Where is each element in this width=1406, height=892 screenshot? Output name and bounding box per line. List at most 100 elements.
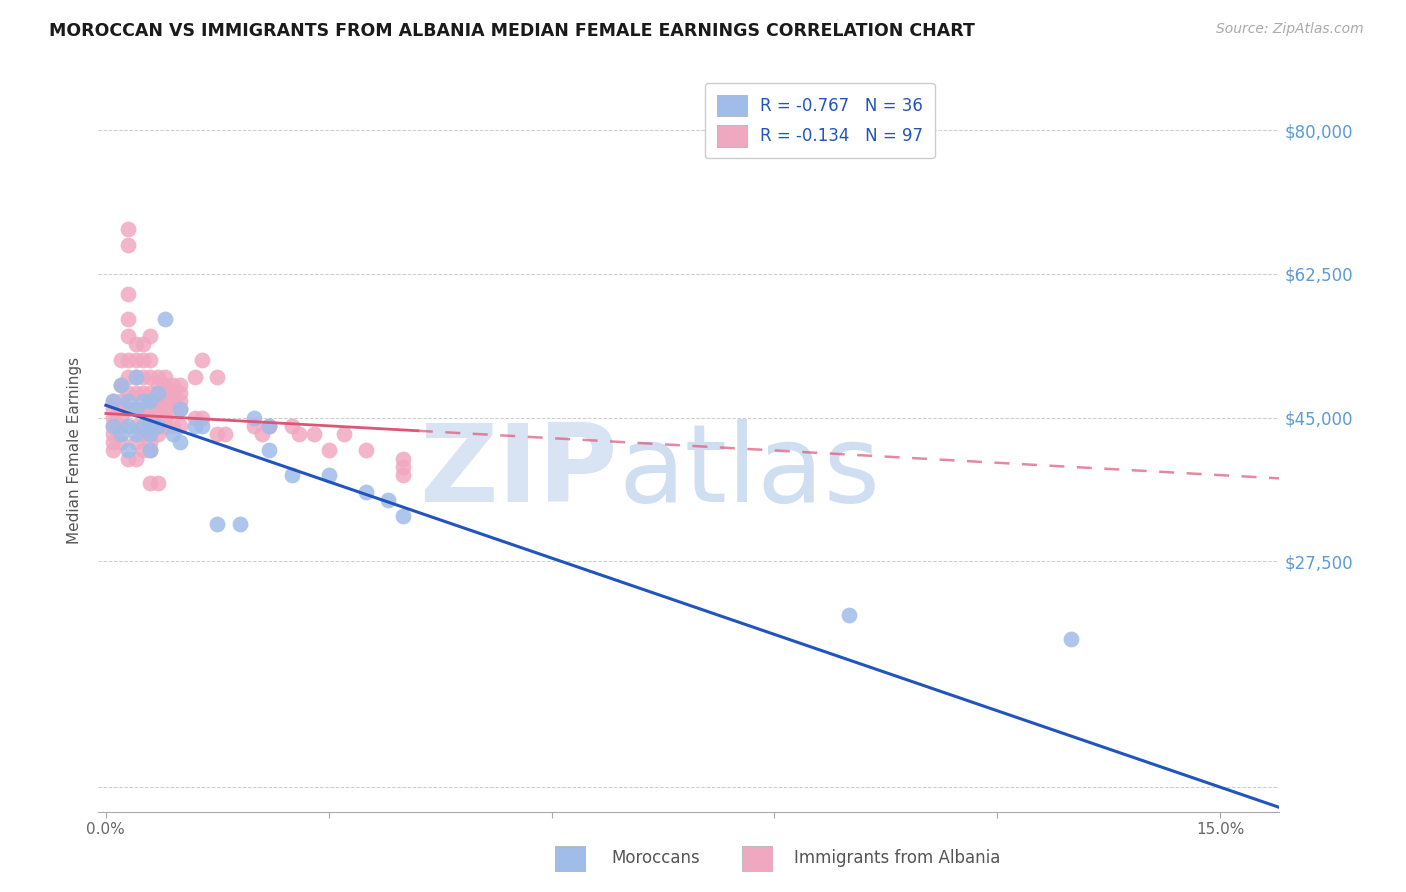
Point (124, 427, 146, 442)
Point (146, 394, 169, 409)
Point (139, 443, 162, 458)
Legend: R = -0.767   N = 36, R = -0.134   N = 97: R = -0.767 N = 36, R = -0.134 N = 97 (704, 83, 935, 159)
Point (124, 353, 146, 368)
Point (139, 427, 162, 442)
Point (110, 377, 132, 392)
Point (332, 427, 354, 442)
Point (280, 418, 302, 433)
Point (124, 386, 146, 401)
Point (110, 402, 132, 417)
Point (103, 394, 125, 409)
Point (155, 410, 177, 425)
Point (146, 418, 169, 433)
Point (191, 418, 214, 433)
Point (124, 451, 146, 466)
Point (259, 418, 281, 433)
Text: MOROCCAN VS IMMIGRANTS FROM ALBANIA MEDIAN FEMALE EARNINGS CORRELATION CHART: MOROCCAN VS IMMIGRANTS FROM ALBANIA MEDI… (49, 22, 976, 40)
Point (117, 221, 139, 235)
Point (146, 377, 169, 392)
Point (117, 238, 139, 252)
Point (228, 517, 250, 532)
Point (162, 402, 184, 417)
Point (169, 386, 191, 401)
Point (103, 427, 125, 442)
Point (117, 386, 139, 401)
Point (103, 410, 125, 425)
Point (124, 418, 146, 433)
Point (132, 369, 155, 384)
Point (146, 369, 169, 384)
Point (259, 443, 281, 458)
Point (169, 394, 191, 409)
Point (214, 427, 236, 442)
Point (162, 386, 184, 401)
Point (318, 443, 340, 458)
Point (162, 394, 184, 409)
Point (103, 435, 125, 450)
Point (146, 402, 169, 417)
Point (169, 402, 191, 417)
Point (110, 418, 132, 433)
Point (139, 443, 162, 458)
Point (139, 369, 162, 384)
Point (139, 394, 162, 409)
Point (117, 443, 139, 458)
Point (117, 418, 139, 433)
Point (155, 402, 177, 417)
Point (117, 328, 139, 343)
Point (139, 476, 162, 491)
Point (155, 394, 177, 409)
Point (162, 377, 184, 392)
Point (354, 443, 377, 458)
Point (117, 353, 139, 368)
Point (377, 492, 399, 507)
Point (155, 377, 177, 392)
Point (146, 427, 169, 442)
Point (117, 287, 139, 301)
Point (124, 435, 146, 450)
Point (103, 402, 125, 417)
Point (169, 435, 191, 450)
Point (155, 418, 177, 433)
Point (184, 369, 207, 384)
Point (132, 394, 155, 409)
Point (117, 312, 139, 326)
Point (110, 427, 132, 442)
Point (280, 468, 302, 483)
Point (117, 394, 139, 409)
Y-axis label: Median Female Earnings: Median Female Earnings (67, 357, 83, 544)
Point (132, 443, 155, 458)
Point (169, 402, 191, 417)
Point (110, 394, 132, 409)
Point (1060, 632, 1083, 647)
Point (302, 427, 325, 442)
Point (132, 353, 155, 368)
Point (110, 377, 132, 392)
Point (139, 410, 162, 425)
Point (139, 353, 162, 368)
Point (392, 509, 415, 524)
Point (146, 418, 169, 433)
Point (117, 402, 139, 417)
Point (139, 418, 162, 433)
Point (184, 410, 207, 425)
Point (103, 394, 125, 409)
Text: atlas: atlas (619, 419, 880, 525)
Point (103, 443, 125, 458)
Point (139, 435, 162, 450)
Point (124, 369, 146, 384)
Point (155, 312, 177, 326)
Point (139, 427, 162, 442)
Point (169, 418, 191, 433)
Point (162, 418, 184, 433)
Point (110, 353, 132, 368)
Point (132, 427, 155, 442)
Point (155, 369, 177, 384)
Text: Immigrants from Albania: Immigrants from Albania (794, 849, 1001, 867)
Point (318, 468, 340, 483)
Point (288, 427, 311, 442)
Point (110, 435, 132, 450)
Text: Moroccans: Moroccans (612, 849, 700, 867)
Text: Source: ZipAtlas.com: Source: ZipAtlas.com (1216, 22, 1364, 37)
Point (124, 402, 146, 417)
